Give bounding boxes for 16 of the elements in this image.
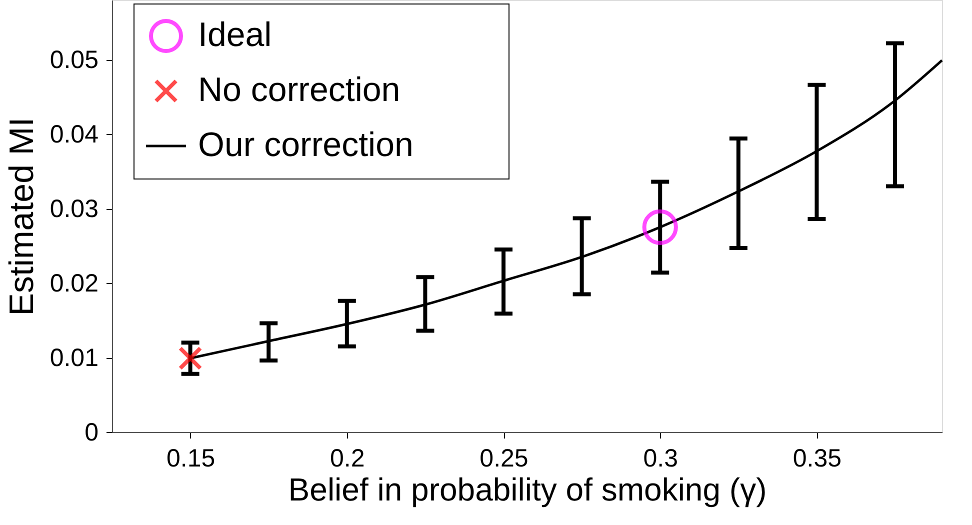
x-tick-label: 0.25 bbox=[480, 444, 528, 472]
legend-label: Our correction bbox=[198, 126, 414, 164]
x-tick-label: 0.35 bbox=[792, 444, 842, 472]
x-tick-label: 0.2 bbox=[330, 444, 365, 472]
y-tick-label: 0.01 bbox=[50, 344, 98, 372]
x-tick-label: 0.15 bbox=[166, 444, 216, 472]
y-tick-label: 0.05 bbox=[50, 46, 98, 74]
legend-label: No correction bbox=[198, 71, 400, 109]
x-axis-title: Belief in probability of smoking (γ) bbox=[288, 472, 767, 508]
y-axis-title: Estimated MI bbox=[2, 117, 41, 316]
x-tick-label: 0.3 bbox=[643, 444, 678, 472]
y-tick-label: 0.04 bbox=[50, 120, 99, 149]
y-tick-label: 0.02 bbox=[50, 270, 98, 298]
legend-label: Ideal bbox=[198, 16, 272, 54]
y-tick-label: 0.03 bbox=[50, 195, 98, 224]
y-tick-label: 0 bbox=[84, 418, 98, 446]
